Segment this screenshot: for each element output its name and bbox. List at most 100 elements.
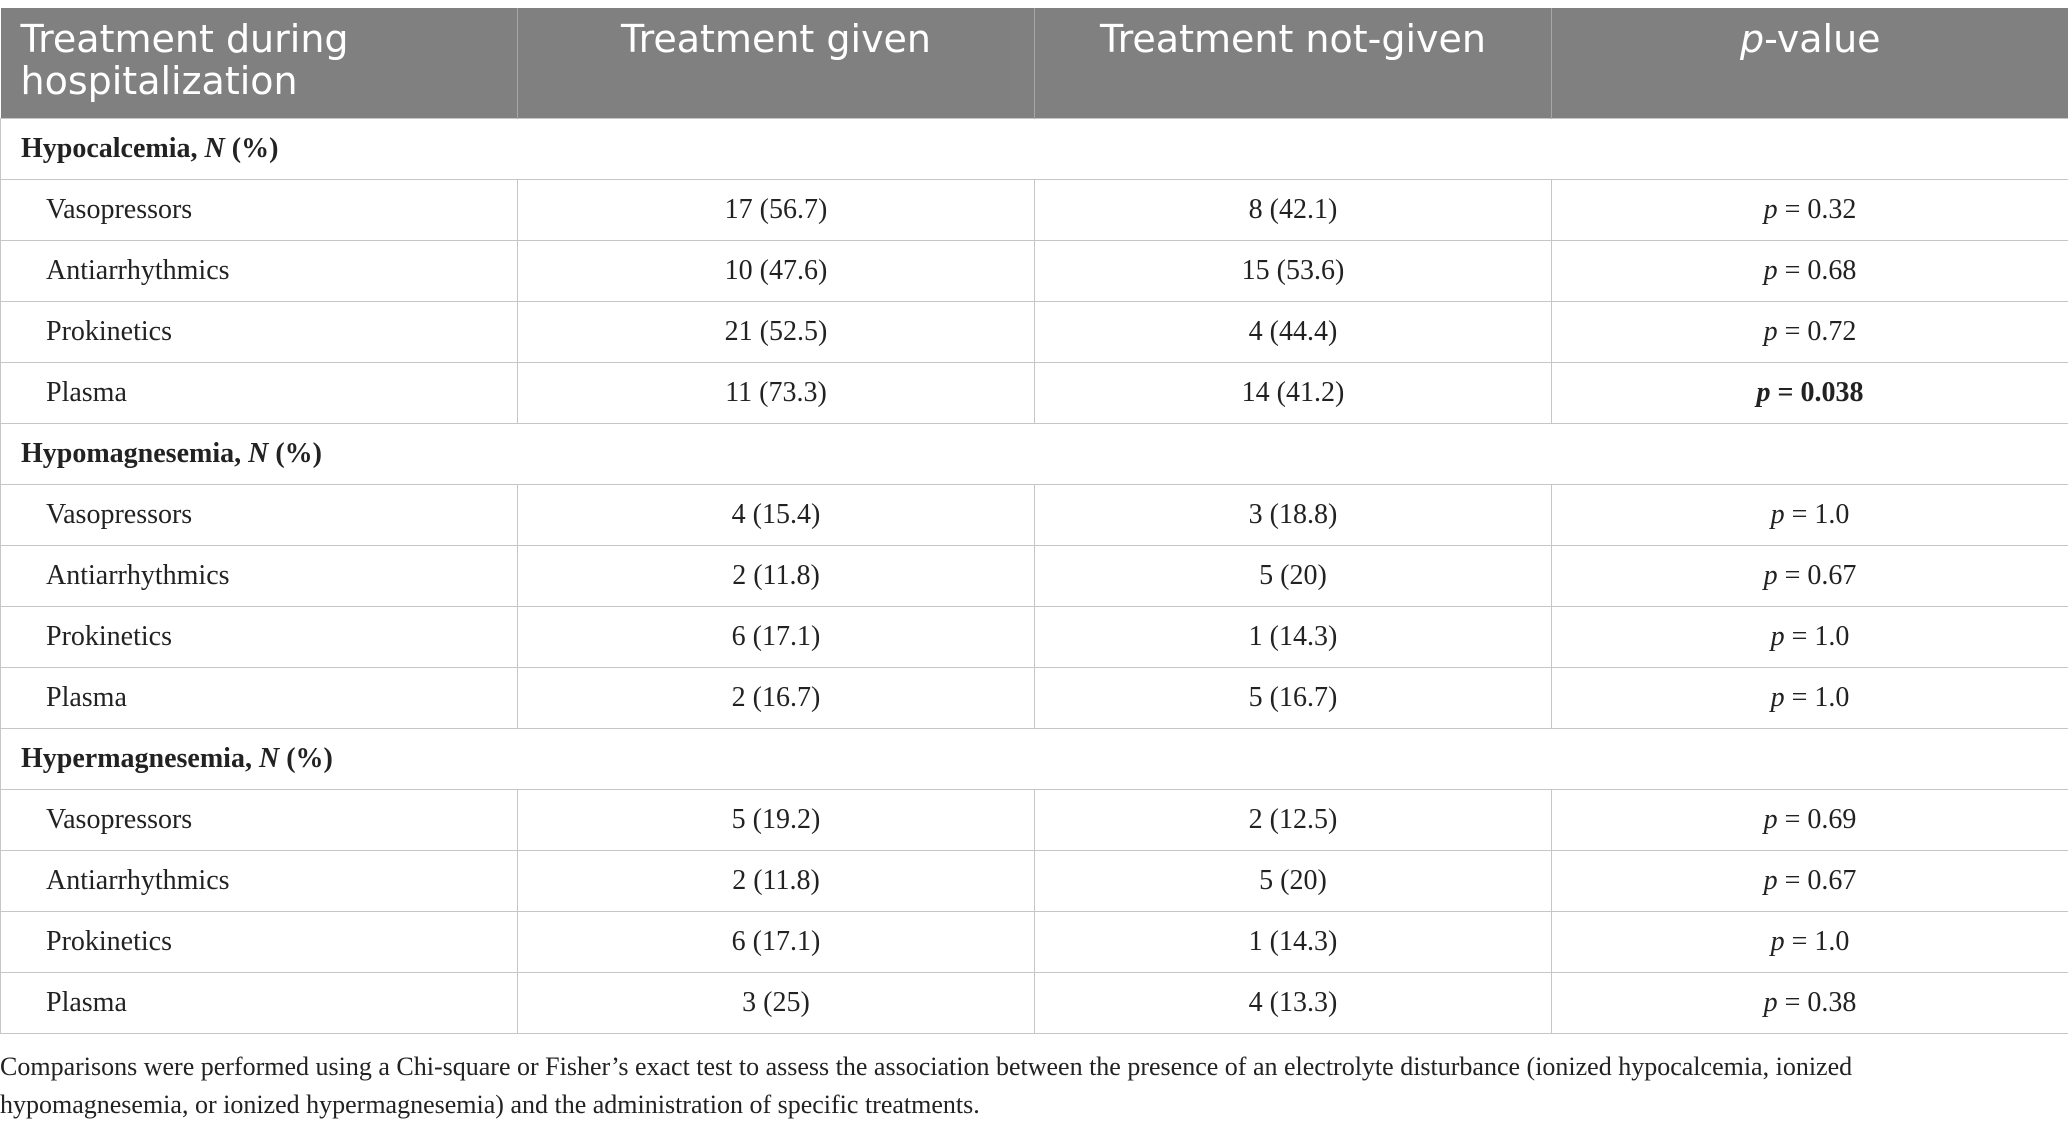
- p-value-cell: p = 0.32: [1551, 178, 2068, 241]
- not-given-value: 15 (53.6): [1034, 239, 1552, 302]
- table-row: Vasopressors 5 (19.2) 2 (12.5) p = 0.69: [0, 788, 2068, 851]
- p-value: = 0.32: [1777, 193, 1857, 225]
- not-given-value: 1 (14.3): [1034, 605, 1552, 668]
- not-given-value: 1 (14.3): [1034, 910, 1552, 973]
- treatment-label: Plasma: [0, 971, 518, 1034]
- treatment-label: Antiarrhythmics: [0, 239, 518, 302]
- p-symbol: p: [1763, 559, 1778, 591]
- treatment-label: Antiarrhythmics: [0, 849, 518, 912]
- table-row: Antiarrhythmics 2 (11.8) 5 (20) p = 0.67: [0, 544, 2068, 607]
- treatment-label: Prokinetics: [0, 910, 518, 973]
- header-given: Treatment given: [517, 8, 1035, 118]
- not-given-value: 5 (20): [1034, 849, 1552, 912]
- treatment-label: Prokinetics: [0, 300, 518, 363]
- given-value: 10 (47.6): [517, 239, 1035, 302]
- header-p-symbol: p: [1739, 17, 1765, 61]
- p-value-cell: p = 0.68: [1551, 239, 2068, 302]
- p-value: = 0.038: [1770, 376, 1864, 408]
- section-title: Hypocalcemia, N (%): [0, 117, 2068, 180]
- section-title-suffix: (%): [224, 132, 279, 164]
- section-title-suffix: (%): [279, 742, 333, 774]
- not-given-value: 2 (12.5): [1034, 788, 1552, 851]
- table-row: Plasma 2 (16.7) 5 (16.7) p = 1.0: [0, 666, 2068, 729]
- results-table: Treatment during hospitalization Treatme…: [0, 8, 2068, 1034]
- table-row: Plasma 11 (73.3) 14 (41.2) p = 0.038: [0, 361, 2068, 424]
- not-given-value: 3 (18.8): [1034, 483, 1552, 546]
- p-value: = 1.0: [1784, 620, 1850, 652]
- p-value-cell: p = 1.0: [1551, 605, 2068, 668]
- p-value: = 0.67: [1777, 559, 1857, 591]
- header-treatment: Treatment during hospitalization: [0, 8, 518, 118]
- given-value: 21 (52.5): [517, 300, 1035, 363]
- p-value: = 1.0: [1784, 681, 1850, 713]
- given-value: 4 (15.4): [517, 483, 1035, 546]
- table-row: Vasopressors 17 (56.7) 8 (42.1) p = 0.32: [0, 178, 2068, 241]
- not-given-value: 4 (13.3): [1034, 971, 1552, 1034]
- p-value-cell: p = 0.038: [1551, 361, 2068, 424]
- table-body: Hypocalcemia, N (%) Vasopressors 17 (56.7)…: [0, 117, 2068, 1034]
- section-row: Hypomagnesemia, N (%): [0, 422, 2068, 485]
- p-value-cell: p = 0.38: [1551, 971, 2068, 1034]
- treatment-label: Vasopressors: [0, 178, 518, 241]
- not-given-value: 4 (44.4): [1034, 300, 1552, 363]
- treatment-label: Vasopressors: [0, 483, 518, 546]
- p-symbol: p: [1763, 986, 1778, 1018]
- table-footnote: Comparisons were performed using a Chi-s…: [0, 1052, 1853, 1119]
- table-row: Vasopressors 4 (15.4) 3 (18.8) p = 1.0: [0, 483, 2068, 546]
- given-value: 17 (56.7): [517, 178, 1035, 241]
- given-value: 6 (17.1): [517, 605, 1035, 668]
- treatment-label: Plasma: [0, 666, 518, 729]
- table-header: Treatment during hospitalization Treatme…: [0, 8, 2068, 118]
- p-symbol: p: [1763, 254, 1778, 286]
- section-title-text: Hypermagnesemia,: [21, 742, 259, 774]
- header-p-label: -value: [1764, 17, 1881, 61]
- header-not-given: Treatment not-given: [1034, 8, 1552, 118]
- p-symbol: p: [1763, 193, 1778, 225]
- p-symbol: p: [1756, 376, 1771, 408]
- given-value: 3 (25): [517, 971, 1035, 1034]
- given-value: 2 (11.8): [517, 849, 1035, 912]
- section-title: Hypomagnesemia, N (%): [0, 422, 2068, 485]
- table-row: Prokinetics 21 (52.5) 4 (44.4) p = 0.72: [0, 300, 2068, 363]
- header-p-value: p-value: [1551, 8, 2068, 118]
- p-value: = 0.72: [1777, 315, 1857, 347]
- section-title-text: Hypocalcemia,: [21, 132, 205, 164]
- given-value: 2 (16.7): [517, 666, 1035, 729]
- treatment-label: Antiarrhythmics: [0, 544, 518, 607]
- section-title-text: Hypomagnesemia,: [21, 437, 249, 469]
- given-value: 2 (11.8): [517, 544, 1035, 607]
- p-value-cell: p = 1.0: [1551, 666, 2068, 729]
- p-symbol: p: [1770, 498, 1785, 530]
- p-value: = 1.0: [1784, 925, 1850, 957]
- header-row: Treatment during hospitalization Treatme…: [0, 8, 2068, 118]
- given-value: 11 (73.3): [517, 361, 1035, 424]
- treatment-label: Plasma: [0, 361, 518, 424]
- p-symbol: p: [1763, 864, 1778, 896]
- p-symbol: p: [1770, 620, 1785, 652]
- p-value: = 0.68: [1777, 254, 1857, 286]
- table-row: Plasma 3 (25) 4 (13.3) p = 0.38: [0, 971, 2068, 1034]
- p-value: = 0.67: [1777, 864, 1857, 896]
- section-n-symbol: N: [204, 132, 225, 164]
- section-title: Hypermagnesemia, N (%): [0, 727, 2068, 790]
- section-title-suffix: (%): [268, 437, 322, 469]
- not-given-value: 8 (42.1): [1034, 178, 1552, 241]
- not-given-value: 5 (20): [1034, 544, 1552, 607]
- table-row: Antiarrhythmics 2 (11.8) 5 (20) p = 0.67: [0, 849, 2068, 912]
- p-value-cell: p = 0.67: [1551, 544, 2068, 607]
- table-row: Prokinetics 6 (17.1) 1 (14.3) p = 1.0: [0, 910, 2068, 973]
- p-value: = 1.0: [1784, 498, 1850, 530]
- p-value-cell: p = 1.0: [1551, 910, 2068, 973]
- given-value: 5 (19.2): [517, 788, 1035, 851]
- p-value-cell: p = 1.0: [1551, 483, 2068, 546]
- section-n-symbol: N: [258, 742, 280, 774]
- p-symbol: p: [1770, 925, 1785, 957]
- not-given-value: 5 (16.7): [1034, 666, 1552, 729]
- section-row: Hypermagnesemia, N (%): [0, 727, 2068, 790]
- treatment-label: Prokinetics: [0, 605, 518, 668]
- p-symbol: p: [1763, 803, 1778, 835]
- section-n-symbol: N: [248, 437, 269, 469]
- table-row: Antiarrhythmics 10 (47.6) 15 (53.6) p = 0.6…: [0, 239, 2068, 302]
- treatment-label: Vasopressors: [0, 788, 518, 851]
